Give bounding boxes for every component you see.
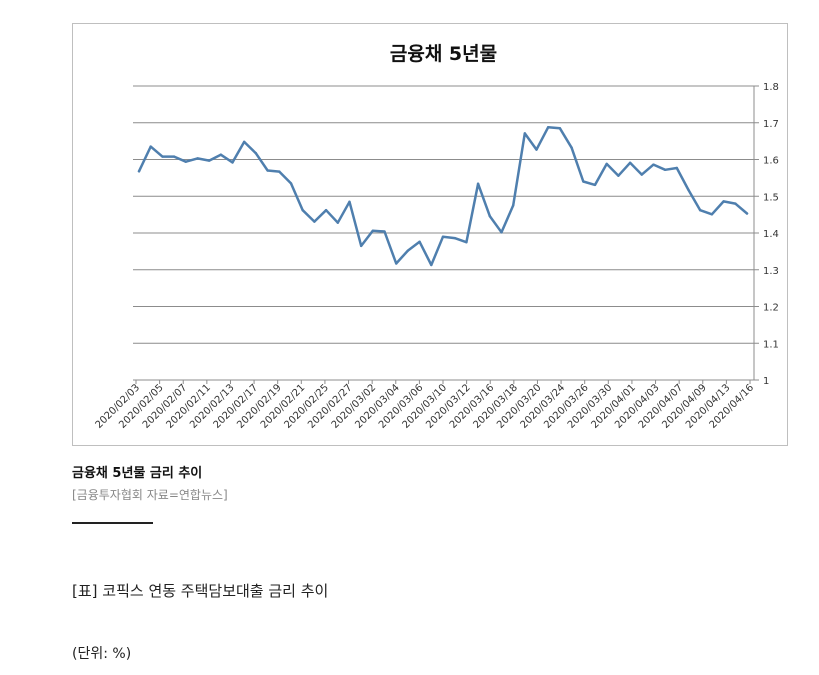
table-heading: [표] 코픽스 연동 주택담보대출 금리 추이 bbox=[72, 582, 329, 600]
data-point bbox=[359, 244, 363, 248]
data-point bbox=[196, 157, 199, 160]
data-point bbox=[336, 221, 339, 224]
unit-label: (단위: %) bbox=[72, 646, 132, 662]
data-point bbox=[254, 152, 258, 155]
data-point bbox=[383, 230, 386, 233]
y-tick-label: 1 bbox=[763, 376, 769, 387]
data-point bbox=[149, 145, 152, 148]
data-point bbox=[243, 140, 246, 144]
data-point bbox=[687, 188, 690, 192]
chart-caption-source: [금융투자협회 자료=연합뉴스] bbox=[72, 488, 228, 502]
y-tick-label: 1.3 bbox=[763, 266, 779, 277]
data-point bbox=[395, 262, 398, 265]
data-point bbox=[617, 174, 620, 177]
data-point bbox=[558, 127, 562, 130]
chart-title: 금융채 5년물 bbox=[390, 43, 497, 65]
data-point bbox=[547, 125, 550, 129]
data-point bbox=[511, 204, 515, 207]
data-point bbox=[161, 155, 164, 158]
data-point bbox=[745, 212, 749, 215]
y-tick-label: 1.6 bbox=[763, 156, 779, 167]
data-point bbox=[430, 263, 433, 267]
data-point bbox=[535, 148, 538, 151]
y-tick-label: 1.2 bbox=[763, 303, 779, 314]
data-point bbox=[313, 220, 316, 223]
data-point bbox=[418, 240, 421, 244]
data-point bbox=[652, 163, 655, 166]
y-tick-label: 1.1 bbox=[763, 339, 779, 350]
data-point bbox=[219, 153, 223, 156]
data-point bbox=[710, 213, 714, 216]
data-point bbox=[289, 182, 293, 185]
data-point bbox=[593, 183, 597, 187]
data-point bbox=[453, 236, 456, 240]
data-point bbox=[231, 161, 234, 164]
y-tick-label: 1.5 bbox=[763, 192, 779, 203]
data-point bbox=[523, 132, 527, 135]
data-point bbox=[348, 200, 351, 203]
data-point bbox=[184, 160, 187, 163]
chart-frame: 금융채 5년물 1.8 1.7 1.6 1.5 1.4 1.3 1.2 1.1 1 2020/02/… bbox=[72, 23, 788, 446]
data-point bbox=[663, 168, 667, 171]
section-divider bbox=[72, 522, 153, 524]
data-point bbox=[441, 235, 445, 238]
y-tick-label: 1.4 bbox=[763, 229, 779, 240]
data-point bbox=[465, 240, 468, 244]
data-point bbox=[675, 166, 679, 170]
data-point bbox=[476, 182, 480, 185]
chart-caption-title: 금융채 5년물 금리 추이 bbox=[72, 466, 203, 481]
data-point bbox=[722, 200, 725, 203]
y-tick-label: 1.7 bbox=[763, 119, 779, 130]
data-point bbox=[628, 161, 632, 165]
data-point bbox=[605, 162, 608, 166]
data-point bbox=[640, 173, 643, 176]
data-point bbox=[500, 231, 503, 234]
data-point bbox=[570, 146, 573, 149]
data-point bbox=[371, 229, 375, 232]
data-point bbox=[301, 209, 304, 212]
data-point bbox=[278, 170, 281, 173]
data-point bbox=[172, 155, 176, 158]
data-point bbox=[324, 209, 328, 212]
data-point bbox=[734, 202, 737, 205]
line-chart: 금융채 5년물1.81.71.61.51.41.31.21.112020/02/… bbox=[94, 43, 779, 431]
data-point bbox=[488, 214, 491, 218]
data-point bbox=[699, 209, 702, 212]
data-point bbox=[266, 169, 269, 172]
data-point bbox=[207, 159, 211, 162]
data-point bbox=[582, 180, 585, 183]
y-tick-label: 1.8 bbox=[763, 82, 779, 93]
data-point bbox=[137, 170, 141, 173]
data-point bbox=[406, 249, 410, 252]
